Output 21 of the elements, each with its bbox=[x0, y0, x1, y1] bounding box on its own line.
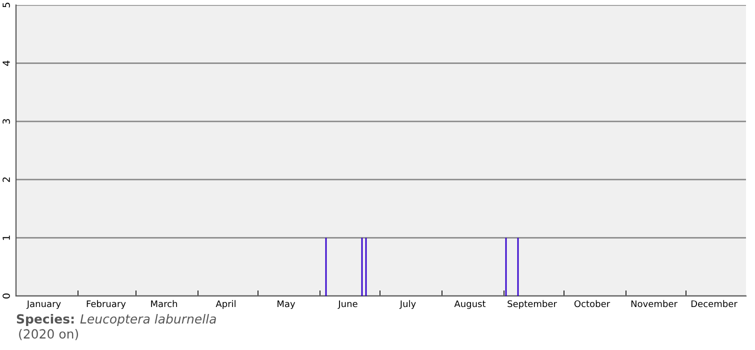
x-tick-label: February bbox=[86, 300, 126, 309]
y-tick-label: 3 bbox=[2, 119, 10, 124]
x-tick-label: April bbox=[216, 300, 236, 309]
y-tick-label: 2 bbox=[2, 177, 10, 182]
x-tick-label: May bbox=[278, 300, 296, 309]
x-tick-label: July bbox=[399, 300, 416, 309]
text: (2020 on) bbox=[19, 328, 78, 340]
x-tick-label: March bbox=[151, 300, 177, 308]
text: Leucoptera laburnella bbox=[80, 314, 216, 326]
y-tick-label: 5 bbox=[2, 2, 10, 8]
x-tick-label: October bbox=[574, 300, 610, 308]
x-tick-label: December bbox=[691, 300, 738, 308]
x-tick-label: June bbox=[338, 300, 358, 309]
x-tick-label: January bbox=[26, 300, 61, 309]
y-tick-label: 0 bbox=[2, 294, 10, 298]
y-tick-label: 4 bbox=[2, 60, 10, 66]
x-tick-label: August bbox=[454, 300, 486, 309]
x-tick-label: September bbox=[508, 300, 557, 309]
text: Species: bbox=[16, 314, 74, 326]
x-tick-label: November bbox=[631, 300, 678, 308]
y-tick-label: 1 bbox=[2, 236, 10, 240]
